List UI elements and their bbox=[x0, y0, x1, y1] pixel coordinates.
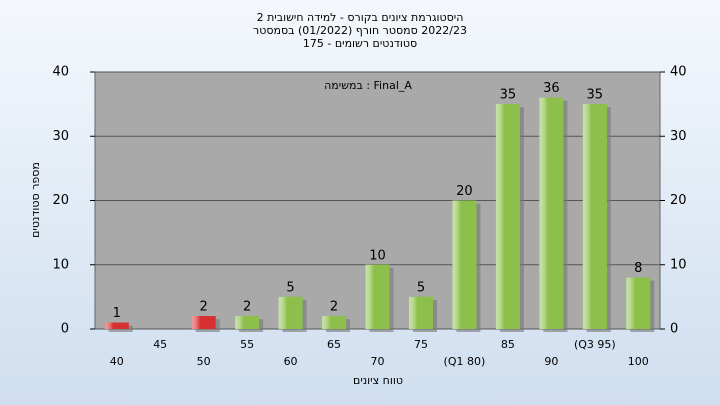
bar-shine bbox=[626, 277, 651, 329]
value-label: 5 bbox=[286, 280, 294, 295]
x-tick-label: 55 bbox=[240, 338, 254, 351]
value-label: 20 bbox=[456, 184, 473, 199]
value-label: 2 bbox=[200, 300, 208, 315]
bar-shine bbox=[582, 104, 607, 329]
y-tick-label: 30 bbox=[52, 129, 69, 144]
x-tick-label: 40 bbox=[110, 355, 124, 368]
x-axis-label: טווח ציונים bbox=[353, 374, 403, 387]
value-label: 10 bbox=[369, 248, 386, 263]
bar-shine bbox=[191, 316, 216, 329]
value-label: 1 bbox=[113, 306, 121, 321]
annotation: במשימה : Final_A bbox=[324, 79, 412, 92]
x-tick-label: 85 bbox=[501, 338, 515, 351]
y2-tick-label: 0 bbox=[670, 322, 678, 337]
x-tick-label: 50 bbox=[197, 355, 211, 368]
value-label: 5 bbox=[417, 280, 425, 295]
bar-shine bbox=[278, 296, 303, 329]
y2-tick-label: 20 bbox=[670, 193, 687, 208]
value-label: 8 bbox=[634, 261, 642, 276]
title: 2022/23 סמסטר חורף (01/2022) בסמסטר bbox=[253, 24, 467, 37]
y2-tick-label: 30 bbox=[670, 129, 687, 144]
value-label: 2 bbox=[330, 300, 338, 315]
bar-shine bbox=[452, 200, 477, 329]
x-tick-label: 45 bbox=[153, 338, 167, 351]
title: היסטוגרמת ציונים בקורס - למידה חישובית 2 bbox=[257, 11, 464, 24]
x-tick-label: (Q3 95) bbox=[574, 338, 616, 351]
bar-shine bbox=[408, 296, 433, 329]
x-tick-label: 75 bbox=[414, 338, 428, 351]
y-axis-label: מספר סטודנטים bbox=[29, 162, 42, 238]
x-tick-label: 100 bbox=[628, 355, 649, 368]
bar-shine bbox=[235, 316, 260, 329]
bar-shine bbox=[104, 322, 129, 329]
value-label: 35 bbox=[587, 88, 604, 103]
x-tick-label: 65 bbox=[327, 338, 341, 351]
x-tick-label: 90 bbox=[544, 355, 558, 368]
y2-tick-label: 40 bbox=[670, 65, 687, 80]
bar-shine bbox=[539, 97, 564, 329]
title: סטודנטים רשומים - 175 bbox=[303, 37, 417, 50]
bar-shine bbox=[365, 264, 390, 329]
value-label: 36 bbox=[543, 81, 560, 96]
y2-tick-label: 10 bbox=[670, 257, 687, 272]
y-tick-label: 20 bbox=[52, 193, 69, 208]
value-label: 2 bbox=[243, 300, 251, 315]
value-label: 35 bbox=[500, 88, 517, 103]
bar-shine bbox=[322, 316, 347, 329]
y-tick-label: 40 bbox=[52, 65, 69, 80]
y-tick-label: 0 bbox=[61, 322, 69, 337]
bar-shine bbox=[495, 104, 520, 329]
x-tick-label: 70 bbox=[371, 355, 385, 368]
y-tick-label: 10 bbox=[52, 257, 69, 272]
x-tick-label: (Q1 80) bbox=[444, 355, 486, 368]
x-tick-label: 60 bbox=[284, 355, 298, 368]
